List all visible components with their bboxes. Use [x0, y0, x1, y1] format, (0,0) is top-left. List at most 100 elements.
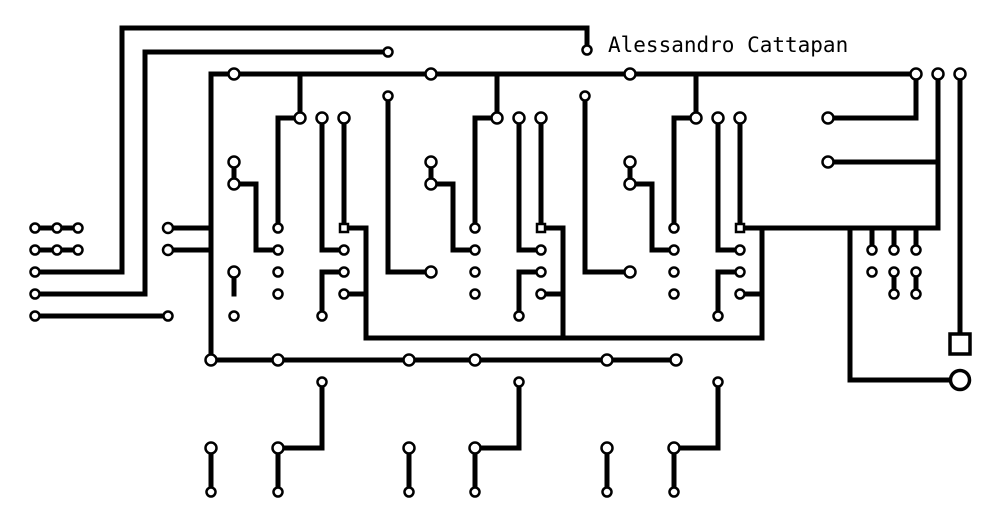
trace-outer-second [32, 49, 391, 297]
trace-m2-b [472, 115, 500, 231]
pad-square-large [948, 332, 972, 356]
pad-square [338, 222, 350, 234]
pad [909, 67, 923, 81]
pad [866, 266, 878, 278]
pad [821, 155, 835, 169]
pad [888, 244, 900, 256]
pad [204, 441, 218, 455]
pad [271, 353, 285, 367]
pad [272, 222, 284, 234]
pad-layer [29, 44, 972, 498]
trace-m2-c [428, 181, 478, 253]
pad [668, 266, 680, 278]
pad [535, 244, 547, 256]
pad-square [535, 222, 547, 234]
pad [272, 288, 284, 300]
pad [667, 441, 681, 455]
pad [316, 310, 328, 322]
designer-label: Alessandro Cattapan [608, 33, 849, 57]
pad [227, 67, 241, 81]
trace-m1-h [319, 269, 347, 319]
pad [712, 376, 724, 388]
pad [623, 177, 637, 191]
trace-right-1 [825, 71, 919, 121]
pad [161, 243, 175, 257]
pad [272, 266, 284, 278]
pad [338, 266, 350, 278]
pad [29, 310, 41, 322]
pad [734, 266, 746, 278]
pad [161, 221, 175, 235]
pad [315, 111, 329, 125]
pad [469, 244, 481, 256]
pad [469, 222, 481, 234]
pad [910, 288, 922, 300]
pad [668, 244, 680, 256]
trace-layer [32, 25, 963, 495]
pad [734, 288, 746, 300]
pad [490, 111, 504, 125]
trace-m2-h [516, 269, 544, 319]
pad [468, 441, 482, 455]
trace-m1-c [231, 181, 281, 253]
pad [51, 222, 63, 234]
trace-m1-i [341, 225, 569, 341]
pad [910, 266, 922, 278]
pad [469, 486, 481, 498]
pad [689, 111, 703, 125]
pad [402, 441, 416, 455]
trace-bot-1 [275, 379, 325, 495]
pad [733, 111, 747, 125]
trace-m3-e [715, 115, 743, 253]
pad [669, 353, 683, 367]
pad [29, 288, 41, 300]
pad [623, 155, 637, 169]
trace-m2-i [538, 225, 566, 341]
pad [316, 376, 328, 388]
pad-square [734, 222, 746, 234]
pad [910, 244, 922, 256]
pad [338, 244, 350, 256]
pad [424, 155, 438, 169]
pad [581, 44, 593, 56]
pad [424, 265, 438, 279]
pad [228, 310, 240, 322]
pad [29, 266, 41, 278]
pad [953, 67, 967, 81]
pad [424, 67, 438, 81]
pad [29, 222, 41, 234]
pad [668, 222, 680, 234]
pad [888, 266, 900, 278]
trace-m3-i [560, 225, 765, 341]
trace-m3-c [627, 181, 677, 253]
pad [227, 155, 241, 169]
pad [888, 288, 900, 300]
pad [711, 111, 725, 125]
pad [271, 441, 285, 455]
pad [579, 90, 591, 102]
pad [72, 244, 84, 256]
pad [623, 67, 637, 81]
trace-m2-g [385, 93, 434, 275]
trace-top-bus [208, 71, 919, 363]
trace-right-2 [737, 71, 941, 231]
pad [668, 288, 680, 300]
pad [513, 310, 525, 322]
pad [712, 310, 724, 322]
trace-m1-b [275, 115, 303, 231]
trace-outer-top [32, 25, 590, 275]
trace-m3-g [582, 93, 633, 275]
pad [534, 111, 548, 125]
pad [512, 111, 526, 125]
pad [600, 441, 614, 455]
pad [734, 244, 746, 256]
pad [535, 288, 547, 300]
pad [382, 46, 394, 58]
pad [600, 353, 614, 367]
pad [338, 288, 350, 300]
pad [293, 111, 307, 125]
pad [403, 486, 415, 498]
pad [51, 244, 63, 256]
